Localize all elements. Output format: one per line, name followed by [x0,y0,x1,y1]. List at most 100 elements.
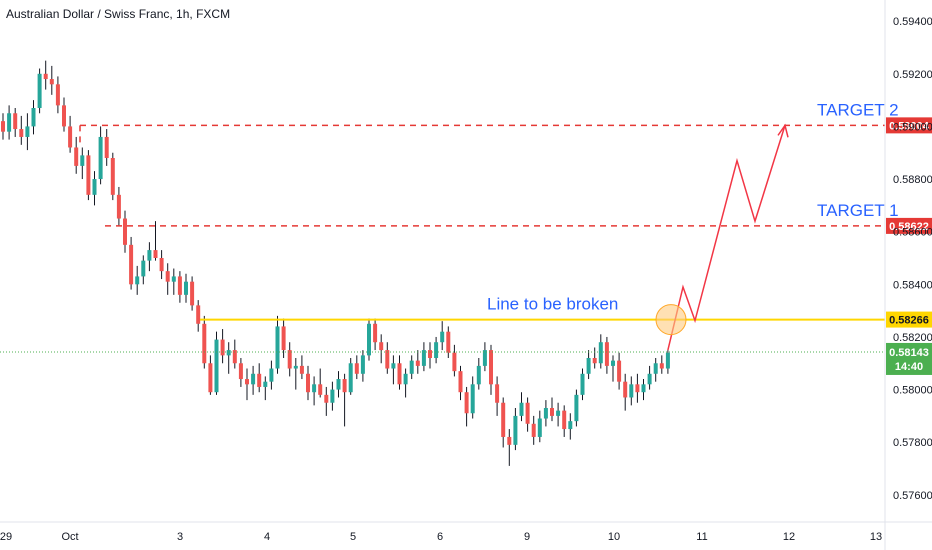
candle-body [13,113,18,130]
candle-body [562,410,567,430]
candle-body [574,394,579,422]
target1-price-tag: 0.58622 [889,221,929,233]
candle-body [257,373,262,387]
resistance-price-tag: 0.58266 [889,315,929,327]
candle-body [159,258,164,272]
candle-body [263,381,268,387]
candle-body [360,355,365,374]
candle-body [318,384,323,395]
candle-body [665,352,670,369]
candle-body [617,360,622,382]
projection-path [667,125,786,351]
candle-body [68,126,73,148]
resistance-label: Line to be broken [487,295,618,314]
candle-body [385,350,390,369]
candle-body [421,350,426,366]
candle-body [135,276,140,285]
x-tick-label: 4 [264,531,270,543]
target2-price-tag-bg [886,117,932,134]
x-tick-label: 29 [0,531,12,543]
candle-body [141,260,146,277]
y-tick-label: 0.57600 [893,490,932,502]
candle-body [513,415,518,445]
candle-body [464,392,469,414]
candle-body [379,342,384,351]
candle-body [232,350,237,364]
candle-body [1,121,5,132]
candle-body [43,73,48,80]
candle-body [586,358,591,374]
y-tick-label: 0.58800 [893,174,932,186]
candle-body [367,323,371,356]
x-tick-label: Oct [61,531,78,543]
candle-body [647,373,652,385]
y-tick-label: 0.58000 [893,385,932,397]
candle-body [74,147,79,166]
candle-body [531,423,536,437]
candle-body [507,436,512,445]
candle-body [550,408,554,416]
candle-body [245,379,249,385]
candle-body [440,331,445,343]
candle-body [19,129,24,137]
candle-body [598,342,603,364]
candle-body [324,394,329,403]
y-tick-label: 0.58600 [893,227,932,239]
last-price-tag: 0.58143 [889,347,929,359]
candle-body [37,73,42,108]
candle-body [104,136,109,158]
candle-body [403,373,408,385]
candle-body [116,194,121,219]
candle-body [62,105,66,127]
target1-label: TARGET 1 [817,201,899,220]
candle-body [476,365,481,385]
candle-body [641,384,646,393]
candle-body [543,408,548,419]
resistance-price-tag-bg [886,311,932,328]
x-tick-label: 9 [524,531,530,543]
candle-body [269,368,274,382]
candle-body [373,323,378,343]
candle-body [147,250,152,261]
y-tick-label: 0.59000 [893,121,932,133]
y-tick-label: 0.58400 [893,279,932,291]
symbol-title: Australian Dollar / Swiss Franc, 1h, FXC… [6,7,231,21]
candle-body [86,155,91,195]
candle-body [415,360,420,366]
candle-body [190,281,195,306]
x-tick-label: 13 [870,531,882,543]
candle-body [495,384,500,403]
candle-body [525,402,530,424]
candle-body [489,350,493,385]
x-tick-label: 12 [783,531,795,543]
candle-body [556,410,561,416]
candle-body [452,352,457,372]
candle-body [171,276,176,282]
candle-body [110,158,115,195]
candle-body [330,389,335,403]
countdown-tag: 14:40 [895,361,923,373]
candle-body [312,384,317,393]
candle-body [537,418,542,437]
candle-body [177,276,182,295]
x-tick-label: 3 [177,531,183,543]
candle-body [55,84,60,106]
candle-body [501,402,506,437]
candle-body [336,379,341,390]
candle-body [434,342,439,358]
candle-body [629,384,634,398]
candle-body [275,326,280,369]
candle-body [49,79,54,85]
candle-body [153,250,158,258]
candle-body [470,384,475,414]
candle-body [220,339,225,356]
candle-body [446,331,451,353]
candle-body [238,363,243,380]
candle-body [25,126,30,137]
candle-body [196,305,201,324]
candle-body [568,421,573,430]
candle-body [519,402,524,416]
candle-body [226,350,231,356]
x-tick-label: 6 [437,531,443,543]
